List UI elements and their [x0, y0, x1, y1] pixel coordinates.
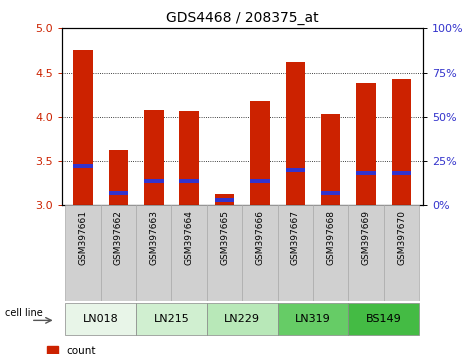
Bar	[321, 114, 341, 205]
Bar	[73, 51, 93, 205]
FancyBboxPatch shape	[349, 205, 384, 301]
Bar	[250, 101, 270, 205]
FancyBboxPatch shape	[171, 205, 207, 301]
Text: LN229: LN229	[224, 314, 260, 324]
FancyBboxPatch shape	[136, 205, 171, 301]
FancyBboxPatch shape	[349, 303, 419, 335]
Text: GSM397662: GSM397662	[114, 210, 123, 265]
Bar	[180, 110, 199, 205]
FancyBboxPatch shape	[65, 303, 136, 335]
Bar	[321, 191, 341, 195]
Bar	[109, 150, 128, 205]
Bar	[215, 194, 234, 205]
Bar	[285, 168, 305, 172]
Bar	[215, 198, 234, 202]
Text: GSM397670: GSM397670	[397, 210, 406, 265]
Bar	[392, 79, 411, 205]
Text: GSM397663: GSM397663	[149, 210, 158, 265]
FancyBboxPatch shape	[65, 205, 101, 301]
Text: GSM397661: GSM397661	[78, 210, 87, 265]
Text: cell line: cell line	[5, 308, 43, 318]
Bar	[356, 171, 376, 176]
Bar	[392, 171, 411, 176]
FancyBboxPatch shape	[384, 205, 419, 301]
Bar	[180, 178, 199, 183]
FancyBboxPatch shape	[278, 303, 349, 335]
FancyBboxPatch shape	[136, 303, 207, 335]
Title: GDS4468 / 208375_at: GDS4468 / 208375_at	[166, 11, 319, 24]
Text: LN215: LN215	[153, 314, 190, 324]
Text: LN319: LN319	[295, 314, 331, 324]
FancyBboxPatch shape	[313, 205, 349, 301]
Bar	[144, 110, 163, 205]
Bar	[73, 164, 93, 169]
Bar	[250, 178, 270, 183]
Text: GSM397664: GSM397664	[185, 210, 194, 265]
FancyBboxPatch shape	[207, 205, 242, 301]
Text: GSM397665: GSM397665	[220, 210, 229, 265]
Legend: count, percentile rank within the sample: count, percentile rank within the sample	[43, 342, 246, 354]
Text: GSM397668: GSM397668	[326, 210, 335, 265]
Bar	[285, 62, 305, 205]
Text: GSM397669: GSM397669	[361, 210, 371, 265]
Text: GSM397666: GSM397666	[256, 210, 265, 265]
Text: BS149: BS149	[366, 314, 402, 324]
Bar	[144, 178, 163, 183]
FancyBboxPatch shape	[242, 205, 278, 301]
Bar	[356, 83, 376, 205]
FancyBboxPatch shape	[101, 205, 136, 301]
Text: LN018: LN018	[83, 314, 119, 324]
FancyBboxPatch shape	[207, 303, 278, 335]
FancyBboxPatch shape	[278, 205, 313, 301]
Bar	[109, 191, 128, 195]
Text: GSM397667: GSM397667	[291, 210, 300, 265]
